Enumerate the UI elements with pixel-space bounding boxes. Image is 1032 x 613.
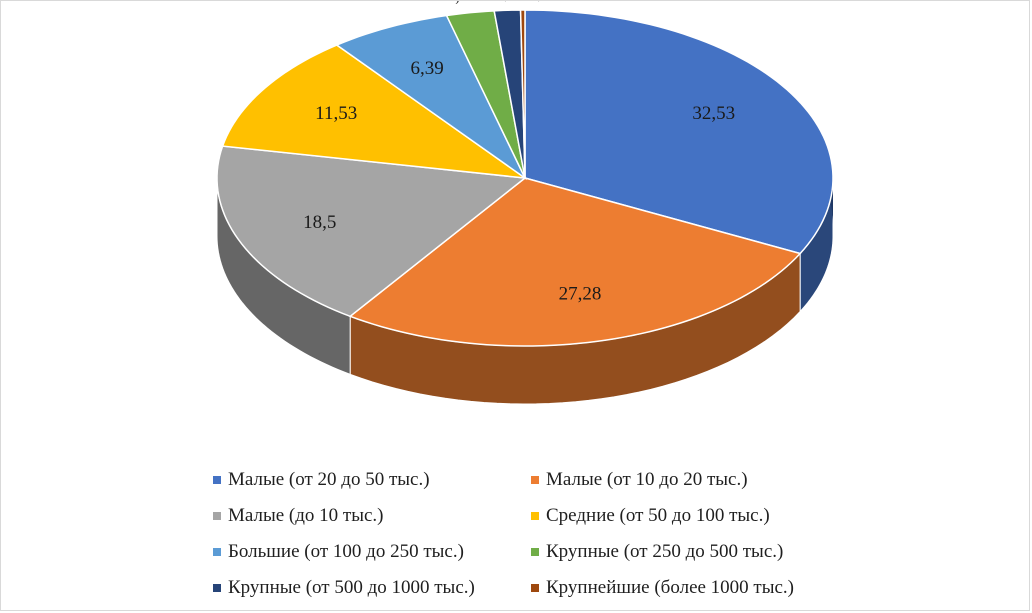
- legend-item-3: Малые (до 10 тыс.): [213, 505, 384, 527]
- data-labels: 32,53 27,28 18,5 11,53 6,39 2,51 1,370,23: [303, 1, 735, 305]
- pie-slice-1: [524, 9, 834, 255]
- legend-swatch-1: [213, 476, 221, 484]
- legend-item-2: Малые (от 10 до 20 тыс.): [531, 469, 748, 491]
- legend-swatch-3: [213, 512, 221, 520]
- data-label-4: 11,53: [315, 103, 357, 124]
- pie-slice-8: [519, 9, 526, 179]
- legend-item-1: Малые (от 20 до 50 тыс.): [213, 469, 430, 491]
- data-label-1: 32,53: [692, 103, 735, 124]
- legend-item-8: Крупнейшие (более 1000 тыс.): [531, 577, 794, 599]
- data-label-8: 0,23: [528, 1, 561, 3]
- legend-swatch-8: [531, 584, 539, 592]
- pie-top-faces: [216, 9, 834, 347]
- pie-slice-3: [216, 145, 527, 318]
- legend-label-7: Крупные (от 500 до 1000 тыс.): [228, 577, 475, 598]
- data-label-2: 27,28: [559, 284, 602, 305]
- legend-label-8: Крупнейшие (более 1000 тыс.): [546, 577, 795, 598]
- legend-label-5: Большие (от 100 до 250 тыс.): [228, 541, 464, 562]
- legend-label-4: Средние (от 50 до 100 тыс.): [546, 505, 770, 526]
- pie-slice-6: [445, 10, 526, 179]
- legend-item-4: Средние (от 50 до 100 тыс.): [531, 505, 770, 527]
- legend-swatch-4: [531, 512, 539, 520]
- data-label-6: 2,51: [446, 1, 479, 6]
- legend-swatch-6: [531, 548, 539, 556]
- legend-item-5: Большие (от 100 до 250 тыс.): [213, 541, 464, 563]
- pie-slice-2: [348, 177, 802, 347]
- legend-label-1: Малые (от 20 до 50 тыс.): [228, 469, 430, 490]
- legend-item-7: Крупные (от 500 до 1000 тыс.): [213, 577, 475, 599]
- data-label-7: 1,37: [495, 1, 528, 4]
- legend-label-3: Малые (до 10 тыс.): [228, 505, 384, 526]
- pie-slice-4: [221, 44, 528, 180]
- legend-label-2: Малые (от 10 до 20 тыс.): [546, 469, 748, 490]
- data-label-5: 6,39: [410, 58, 443, 79]
- legend-label-6: Крупные (от 250 до 500 тыс.): [546, 541, 784, 562]
- legend-swatch-5: [213, 548, 221, 556]
- legend-swatch-7: [213, 584, 221, 592]
- legend-item-6: Крупные (от 250 до 500 тыс.): [531, 541, 783, 563]
- pie-slice-5: [335, 14, 527, 181]
- pie-slice-7: [493, 9, 526, 179]
- data-label-3: 18,5: [303, 212, 336, 233]
- legend-swatch-2: [531, 476, 539, 484]
